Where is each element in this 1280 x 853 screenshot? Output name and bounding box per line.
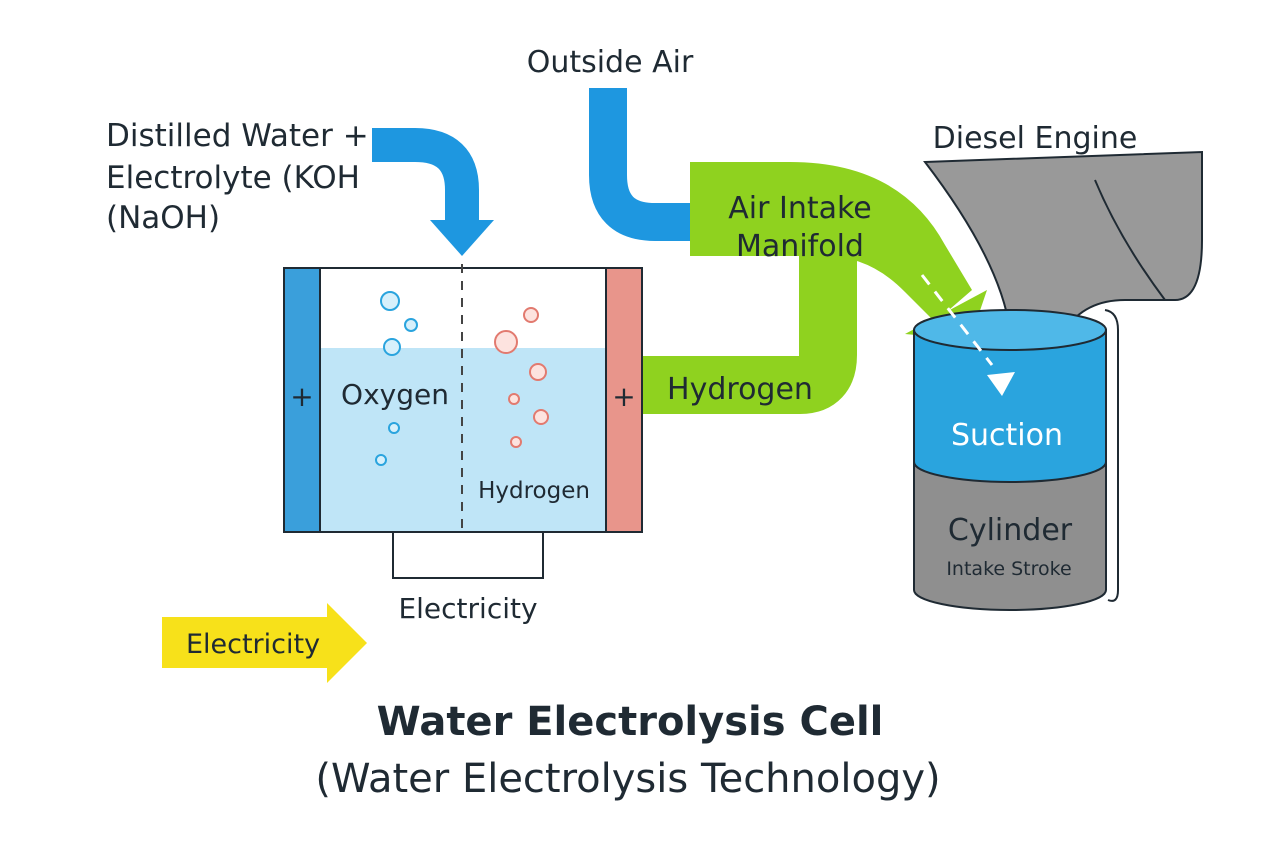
manifold-label-line1: Air Intake xyxy=(728,191,872,226)
diesel-engine-label: Diesel Engine xyxy=(933,121,1138,156)
anode-sign: + xyxy=(290,380,313,413)
hydrogen-bubbles xyxy=(494,307,549,448)
oxygen-label: Oxygen xyxy=(341,378,449,411)
water-label-line1: Distilled Water + xyxy=(106,118,369,154)
manifold-label-line2: Manifold xyxy=(736,229,864,264)
diesel-engine xyxy=(913,150,1203,611)
outside-air-label: Outside Air xyxy=(527,45,694,80)
cylinder-label: Cylinder xyxy=(948,513,1073,548)
oxygen-bubbles xyxy=(375,291,418,466)
electricity-arrow-label: Electricity xyxy=(186,629,320,660)
electricity-arrow xyxy=(162,603,367,683)
intake-flow-arrow xyxy=(920,274,1015,396)
anode-plate xyxy=(284,268,320,532)
cathode-sign: + xyxy=(612,380,635,413)
electricity-wire-label: Electricity xyxy=(398,592,537,625)
electrolysis-cell xyxy=(283,264,643,579)
suction-label: Suction xyxy=(951,418,1063,453)
diagram-title: Water Electrolysis Cell xyxy=(377,699,884,745)
electricity-wire xyxy=(392,532,544,579)
water-inlet-arrow xyxy=(372,128,494,256)
hydrogen-cell-label: Hydrogen xyxy=(478,478,590,504)
cathode-plate xyxy=(606,268,642,532)
outside-air-pipe xyxy=(589,88,700,241)
water-label-line2: Electrolyte (KOH xyxy=(106,160,360,196)
hydrogen-pipe-label: Hydrogen xyxy=(667,372,813,407)
diagram-subtitle: (Water Electrolysis Technology) xyxy=(315,756,940,802)
water-label-line3: (NaOH) xyxy=(106,200,220,236)
intake-stroke-label: Intake Stroke xyxy=(946,558,1071,580)
